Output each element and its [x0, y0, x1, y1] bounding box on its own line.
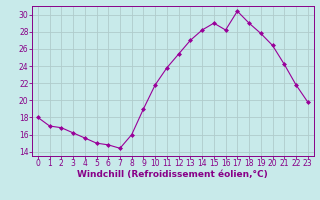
X-axis label: Windchill (Refroidissement éolien,°C): Windchill (Refroidissement éolien,°C)	[77, 170, 268, 179]
